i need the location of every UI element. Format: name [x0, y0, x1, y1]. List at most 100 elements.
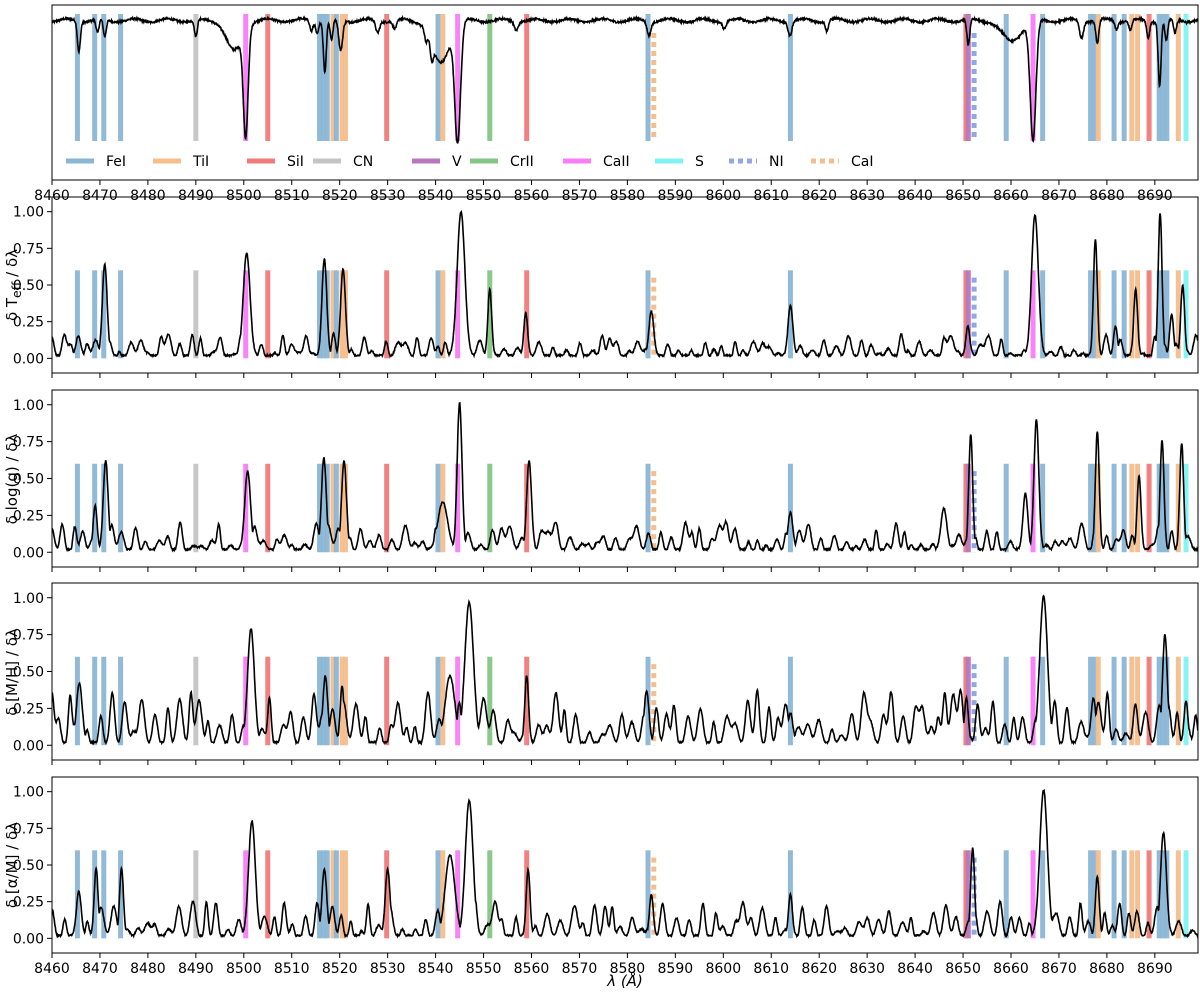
marker-sii-8688.8	[1146, 850, 1152, 939]
marker-tii-8520.5	[339, 270, 345, 359]
x-tick-label: 8480	[130, 188, 166, 204]
marker-sii-8529.8	[384, 270, 390, 359]
marker-fei-8515.8	[317, 850, 323, 939]
plot-area-mh	[52, 594, 1198, 746]
marker-fei-8470.8	[101, 656, 107, 746]
marker-tii-8694.9	[1175, 656, 1181, 746]
marker-fei-8515.8	[317, 270, 323, 359]
marker-fei-8690.9	[1156, 270, 1162, 359]
marker-sii-8688.8	[1146, 270, 1152, 359]
marker-sii-8529.8	[384, 850, 390, 939]
marker-fei-8666.6	[1040, 463, 1046, 553]
marker-cn-8490	[193, 463, 199, 553]
y-tick-label: 0.50	[13, 472, 44, 488]
marker-fei-8470.8	[101, 270, 107, 359]
marker-fei-8474.3	[118, 270, 124, 359]
marker-tii-8678.2	[1095, 463, 1101, 553]
panel-spectrum: 8460 8470 8480 8490 8500 8510 8520 8530 8540 8550…	[34, 4, 1199, 204]
legend-label-crii: CrII	[510, 154, 534, 170]
x-tick-label: 8500	[226, 188, 262, 204]
marker-fei-8659	[1003, 463, 1009, 553]
x-tick-label: 8630	[849, 188, 885, 204]
marker-fei-8516.6	[320, 463, 326, 553]
series-line-spectrum	[52, 14, 1198, 144]
marker-fei-8677.5	[1092, 270, 1098, 359]
plot-area-teff	[52, 210, 1198, 360]
marker-fei-8519.3	[333, 14, 339, 141]
marker-tii-8521.2	[342, 463, 348, 553]
y-tick-label: 0.00	[13, 931, 44, 947]
marker-fei-8681.5	[1111, 850, 1117, 939]
marker-fei-8516.6	[320, 14, 326, 141]
marker-fei-8474.3	[118, 463, 124, 553]
marker-caii-8544.6	[455, 270, 461, 359]
marker-cn-8490	[193, 656, 199, 746]
marker-tii-8541.5	[440, 270, 446, 359]
marker-fei-8540.5	[435, 850, 441, 939]
marker-cn-8490	[193, 270, 199, 359]
y-axis-label-alpha: δ [α/M] / δλ	[3, 822, 21, 908]
x-tick-label: 8460	[34, 188, 70, 204]
y-tick-label: 1.00	[13, 205, 44, 221]
marker-s-8696.5	[1183, 14, 1189, 141]
axes-frame-alpha	[51, 776, 1199, 954]
x-tick-label: 8570	[562, 188, 598, 204]
marker-fei-8474.3	[118, 850, 124, 939]
x-tick-label: 8560	[514, 188, 550, 204]
marker-cn-8490	[193, 850, 199, 939]
legend-label-caii: CaII	[603, 154, 630, 170]
marker-tii-8541.5	[440, 14, 446, 141]
marker-fei-8691.7	[1160, 14, 1166, 141]
marker-tii-8521.2	[342, 656, 348, 746]
marker-sii-8559	[524, 14, 530, 141]
y-tick-label: 1.00	[13, 398, 44, 414]
marker-tii-8520.5	[339, 14, 345, 141]
x-tick-label: 8540	[418, 188, 454, 204]
marker-fei-8614	[787, 656, 793, 746]
x-tick-label: 8530	[370, 961, 406, 977]
marker-tii-8520.5	[339, 463, 345, 553]
series-line-teff	[52, 210, 1198, 360]
series-line-alpha	[52, 788, 1198, 939]
marker-caii-8544.6	[455, 14, 461, 141]
y-tick-label: 0.75	[13, 435, 44, 451]
marker-tii-8521.2	[342, 14, 348, 141]
x-tick-label: 8580	[610, 188, 646, 204]
marker-tii-8521.2	[342, 850, 348, 939]
marker-fei-8519.3	[333, 463, 339, 553]
marker-sii-8505	[265, 850, 271, 939]
plot-area-logg	[52, 401, 1198, 553]
legend-label-tii: TiI	[192, 154, 209, 170]
y-axis-label-teff: δ Teff / δλ	[3, 249, 24, 321]
marker-caii-8500.4	[243, 850, 249, 939]
marker-sii-8505	[265, 656, 271, 746]
marker-fei-8692.5	[1164, 656, 1170, 746]
marker-fei-8692.5	[1164, 14, 1170, 141]
marker-s-8696.5	[1183, 270, 1189, 359]
marker-fei-8470.8	[101, 850, 107, 939]
marker-s-8696.5	[1183, 463, 1189, 553]
marker-fei-8681.5	[1111, 14, 1117, 141]
marker-tii-8518.6	[330, 656, 336, 746]
marker-cn-8490	[193, 14, 199, 141]
marker-fei-8470.8	[101, 463, 107, 553]
legend-label-v: V	[452, 154, 462, 170]
marker-tii-8520.5	[339, 850, 345, 939]
marker-tii-8541.5	[440, 656, 446, 746]
y-tick-label: 0.75	[13, 628, 44, 644]
marker-tii-8685.2	[1129, 850, 1135, 939]
marker-fei-8519.3	[333, 850, 339, 939]
axes-frame-logg	[51, 389, 1199, 568]
marker-caii-8664.6	[1030, 270, 1036, 359]
marker-tii-8686.4	[1135, 850, 1141, 939]
legend-label-ni: NI	[769, 154, 784, 170]
marker-tii-8694.9	[1175, 14, 1181, 141]
marker-tii-8518.6	[330, 14, 336, 141]
marker-tii-8541.5	[440, 463, 446, 553]
x-tick-label: 8600	[705, 188, 741, 204]
x-axis-label: λ (Å)	[606, 971, 643, 989]
marker-fei-8666.6	[1040, 850, 1046, 939]
marker-sii-8688.8	[1146, 463, 1152, 553]
